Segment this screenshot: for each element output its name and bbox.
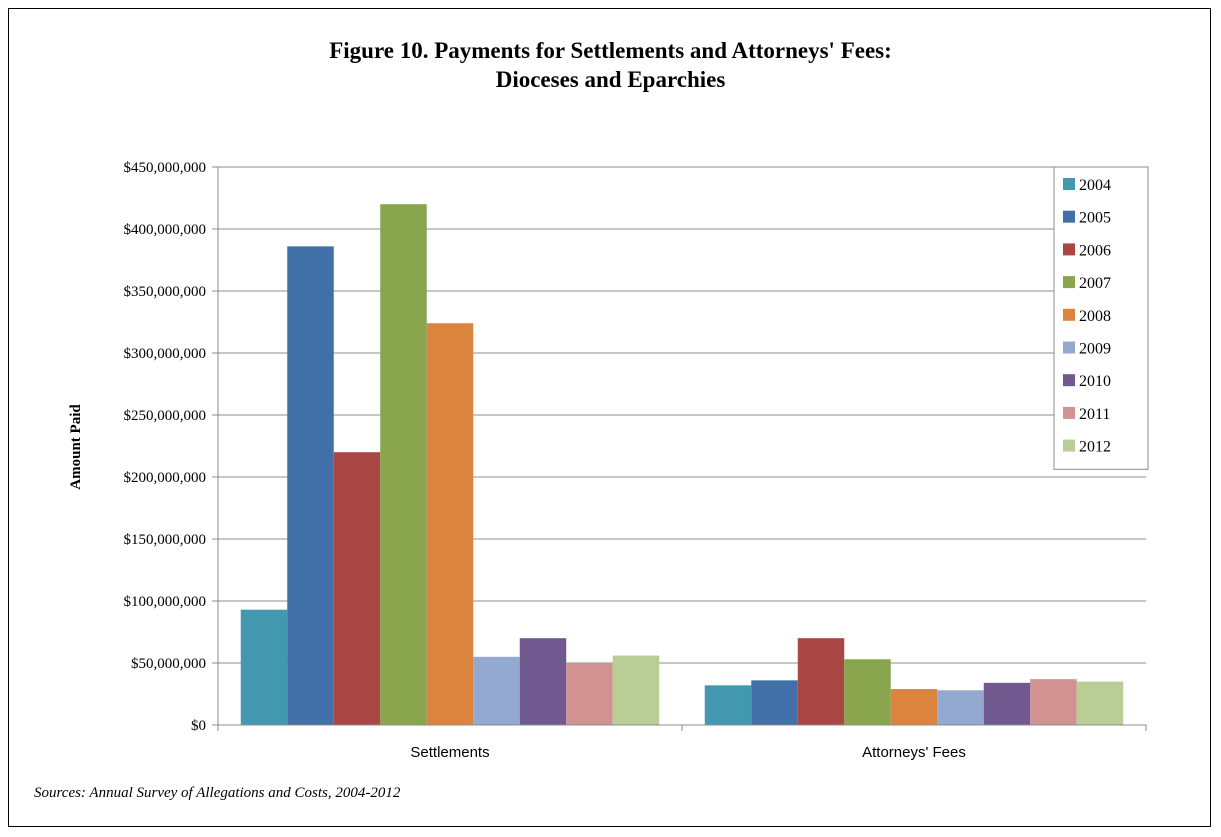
- legend-swatch-2005: [1063, 210, 1075, 223]
- bar-attorneys-fees-2009: [937, 690, 984, 725]
- x-category-labels: Settlements Attorneys' Fees: [410, 744, 965, 761]
- bar-settlements-2011: [566, 663, 613, 725]
- bar-attorneys-fees-2011: [1030, 679, 1077, 725]
- bar-attorneys-fees-2005: [751, 680, 798, 725]
- chart-title-line-1: Figure 10. Payments for Settlements and …: [329, 38, 892, 63]
- legend-swatch-2010: [1063, 374, 1075, 387]
- legend-label-2009: 2009: [1079, 341, 1111, 358]
- legend-swatch-2009: [1063, 341, 1075, 354]
- chart-title-line-2: Dioceses and Eparchies: [495, 67, 726, 92]
- bar-attorneys-fees-2006: [797, 638, 845, 725]
- bar-settlements-2010: [519, 638, 567, 725]
- y-tick-label-9: $450,000,000: [124, 160, 207, 176]
- x-category-label-0: Settlements: [410, 744, 489, 761]
- y-tick-label-8: $400,000,000: [124, 222, 207, 238]
- axes: [217, 167, 1147, 731]
- legend-swatch-2007: [1063, 276, 1075, 289]
- legend-label-2005: 2005: [1079, 210, 1111, 227]
- bar-settlements-2009: [473, 656, 520, 725]
- bar-settlements-2008: [426, 323, 474, 725]
- bar-settlements-2004: [240, 609, 288, 725]
- x-category-label-1: Attorneys' Fees: [862, 744, 966, 761]
- legend-label-2012: 2012: [1079, 439, 1111, 456]
- y-tick-label-2: $100,000,000: [124, 594, 207, 610]
- y-tick-label-3: $150,000,000: [124, 532, 207, 548]
- legend-label-2006: 2006: [1079, 242, 1111, 259]
- legend-swatch-2004: [1063, 178, 1075, 190]
- legend-label-2008: 2008: [1079, 308, 1111, 325]
- legend: 2004 2005 2006 2007 2008 2009 2010 2011 2012: [1053, 166, 1149, 470]
- bar-attorneys-fees-2004: [704, 685, 752, 725]
- legend-swatch-2012: [1063, 439, 1075, 452]
- y-tick-label-1: $50,000,000: [131, 656, 206, 672]
- legend-label-2007: 2007: [1079, 275, 1111, 292]
- y-tick-label-5: $250,000,000: [124, 408, 207, 424]
- legend-label-2010: 2010: [1079, 373, 1111, 390]
- y-tick-label-6: $300,000,000: [124, 346, 207, 362]
- chart-title: Figure 10. Payments for Settlements and …: [0, 36, 1221, 94]
- bar-attorneys-fees-2007: [844, 659, 891, 725]
- legend-swatch-2006: [1063, 243, 1075, 256]
- y-tick-label-7: $350,000,000: [124, 284, 207, 300]
- bar-attorneys-fees-2012: [1076, 681, 1124, 725]
- bar-settlements-2007: [380, 204, 427, 725]
- y-axis-label: Amount Paid: [68, 404, 84, 490]
- bar-settlements-2005: [287, 246, 334, 726]
- bar-settlements-2006: [333, 452, 381, 725]
- bar-attorneys-fees-2010: [983, 682, 1031, 725]
- bars: [240, 204, 1124, 726]
- legend-label-2004: 2004: [1079, 177, 1111, 194]
- legend-label-2011: 2011: [1079, 406, 1110, 423]
- legend-swatch-2008: [1063, 308, 1075, 321]
- source-note: Sources: Annual Survey of Allegations an…: [34, 785, 401, 801]
- legend-swatch-2011: [1063, 406, 1075, 419]
- y-tick-labels: $0 $50,000,000 $100,000,000 $150,000,000 $20…: [124, 160, 207, 734]
- y-tick-label-0: $0: [191, 718, 206, 734]
- y-tick-label-4: $200,000,000: [124, 470, 207, 486]
- bar-attorneys-fees-2008: [890, 689, 938, 725]
- bar-settlements-2012: [612, 655, 660, 725]
